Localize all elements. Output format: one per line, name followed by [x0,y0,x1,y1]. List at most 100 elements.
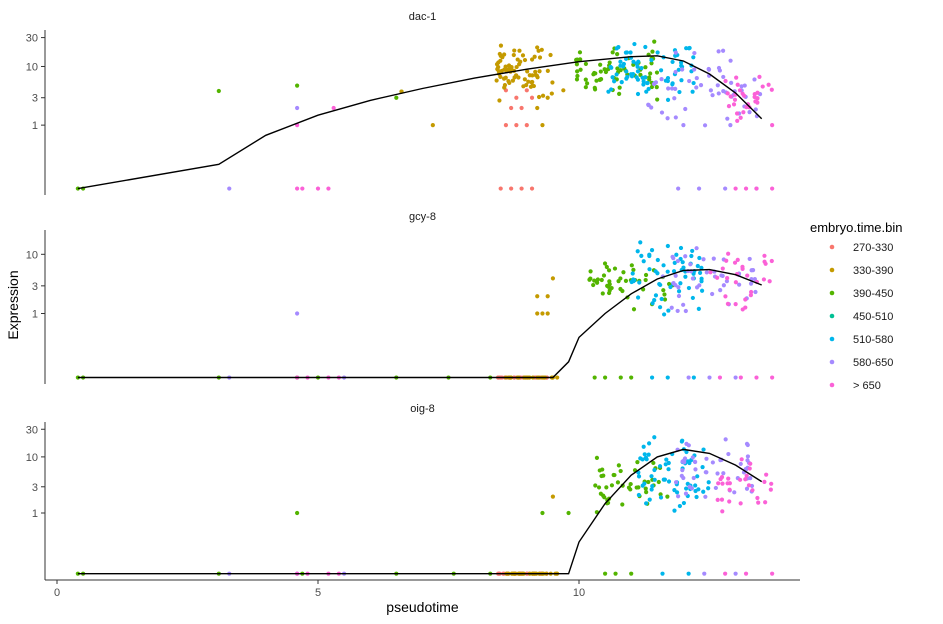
data-point [737,282,742,287]
data-point [509,105,514,111]
data-point [678,281,683,286]
data-point [713,485,718,491]
data-point [620,502,625,507]
data-point [718,288,723,293]
data-point [583,77,588,82]
data-point [770,186,775,191]
data-point [681,500,687,506]
data-point [548,52,553,58]
trend-line [77,55,763,190]
data-point [534,73,539,78]
data-point [653,80,659,85]
data-point [676,289,682,294]
data-point [719,273,724,278]
data-point [617,85,622,90]
data-point [723,294,728,299]
data-point [630,271,635,276]
data-point [691,80,696,86]
data-point [624,50,630,55]
data-point [494,78,499,83]
data-point [671,269,677,274]
data-point [733,571,738,576]
data-point [672,260,677,266]
data-point [609,87,614,92]
data-point [693,488,698,494]
data-point [650,49,655,54]
data-point [717,375,723,380]
data-point [659,110,665,115]
data-point [723,78,728,84]
data-point [694,494,699,500]
data-point [692,50,697,56]
legend-swatch [829,290,835,296]
data-point [550,276,556,281]
data-point [647,253,652,259]
data-point [602,495,607,500]
legend-item: 390-450 [829,288,893,300]
data-point [506,79,511,84]
data-point [704,456,709,461]
data-point [743,186,749,191]
data-point [644,490,649,495]
data-point [615,52,620,57]
data-point [612,266,618,271]
data-point [631,267,636,272]
data-point [497,98,502,103]
panel-title: dac-1 [409,11,437,23]
data-point [648,71,653,76]
data-point [741,110,746,115]
data-point [734,75,739,80]
data-point [711,256,716,261]
data-point [649,248,655,253]
data-point [604,485,609,490]
data-point [503,75,508,80]
data-point [607,279,612,284]
data-point [574,77,580,82]
data-point [606,268,612,273]
data-point [643,486,648,491]
data-point [754,375,759,380]
data-point [747,466,752,471]
data-point [728,123,733,128]
data-point [661,263,666,268]
data-point [632,41,637,47]
data-point [689,253,694,259]
data-point [649,105,654,110]
data-point [698,83,704,88]
data-point [683,106,688,112]
data-point [763,500,768,505]
data-point [726,476,731,481]
data-point [725,276,730,281]
data-point [684,441,689,446]
panel-gcy-8: gcy-8 1 3 10 [26,211,775,384]
data-point [720,48,726,53]
data-point [738,501,743,506]
data-point [692,459,698,464]
data-point [530,83,535,88]
data-point [612,79,617,84]
data-point [503,123,509,128]
data-point [724,258,729,263]
data-point [770,571,775,576]
data-point [725,116,730,121]
data-point [75,186,80,191]
trend-line [77,268,762,379]
data-point [733,280,738,285]
data-point [620,288,625,294]
data-point [762,479,767,485]
data-point [715,83,720,88]
data-point [657,305,663,310]
data-point [629,263,634,268]
data-point [770,123,775,128]
data-point [753,99,758,104]
data-point [670,59,675,65]
data-point [732,490,737,495]
data-point [630,71,636,77]
legend-label: 580-650 [853,357,893,369]
data-point [502,85,507,90]
data-point [516,75,521,80]
data-point [616,45,621,50]
data-point [766,82,771,87]
data-point [703,470,708,475]
data-point [634,485,639,490]
